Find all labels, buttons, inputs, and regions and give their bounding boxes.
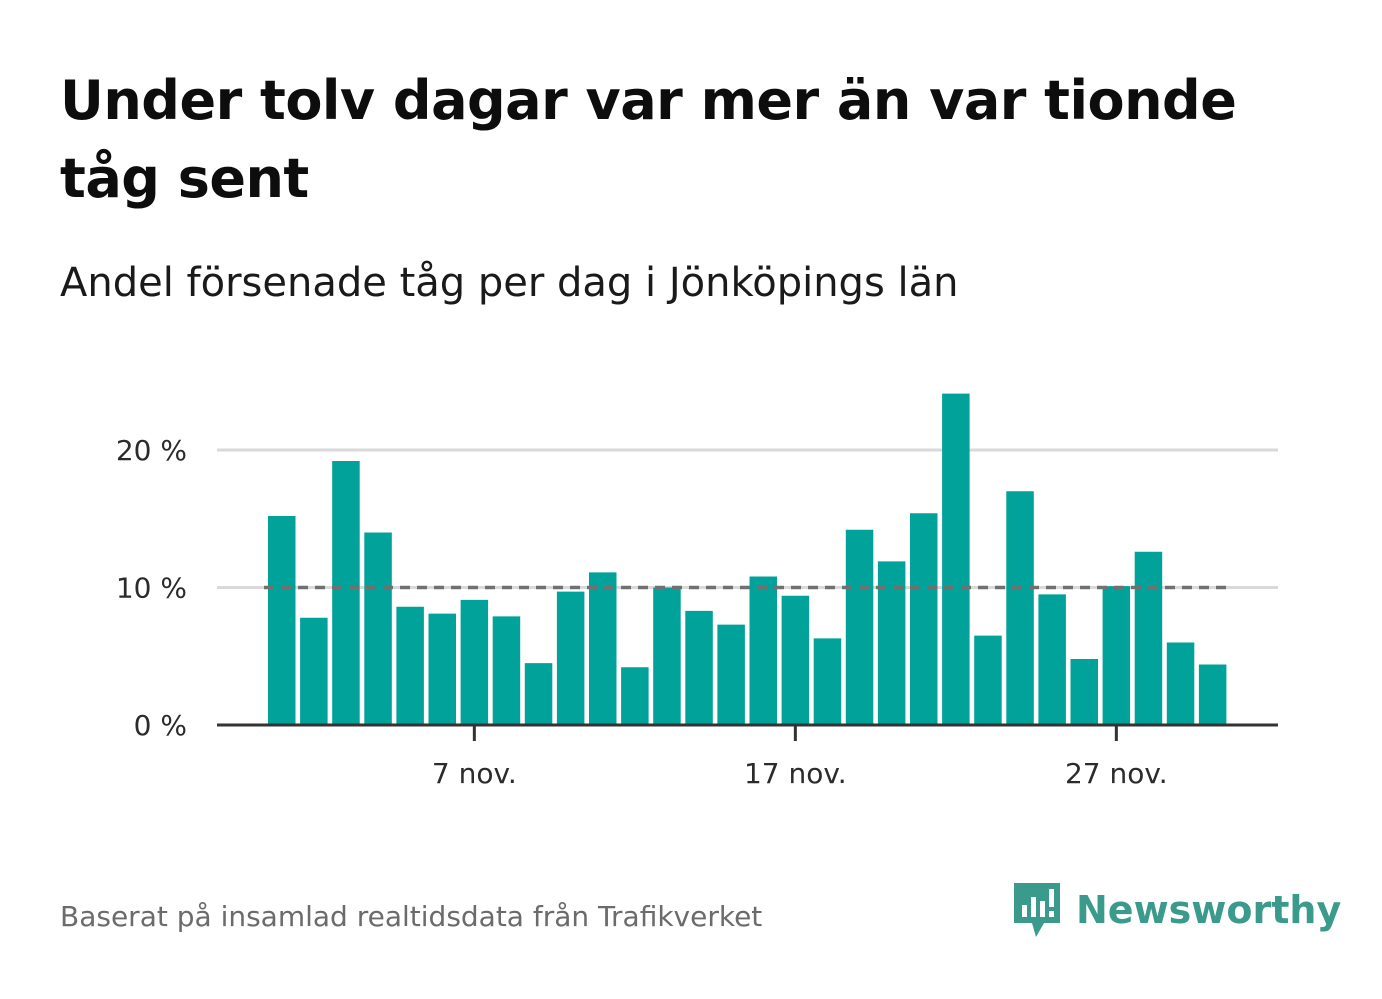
x-tick-label: 17 nov. <box>744 757 847 790</box>
bar <box>524 663 553 725</box>
bar <box>910 513 938 725</box>
bar <box>1070 659 1098 725</box>
bar <box>556 591 585 725</box>
brand-name: Newsworthy <box>1076 888 1342 932</box>
bar <box>428 613 456 725</box>
bar <box>1166 642 1195 725</box>
bar <box>685 610 713 725</box>
bar <box>781 595 810 725</box>
bar <box>460 599 489 725</box>
bar <box>653 587 681 725</box>
bar <box>974 635 1002 725</box>
x-tick-label: 27 nov. <box>1065 757 1168 790</box>
bar <box>1198 664 1227 725</box>
bar <box>300 617 328 725</box>
bar <box>492 616 521 725</box>
bar <box>845 529 874 725</box>
bar <box>589 572 617 725</box>
bars <box>268 393 1227 725</box>
newsworthy-logo-icon <box>1014 883 1060 937</box>
bar <box>332 461 360 725</box>
bar <box>749 576 777 725</box>
y-tick-label: 0 % <box>134 709 187 742</box>
chart-title: Under tolv dagar var mer än var tionde t… <box>60 69 1237 210</box>
bar <box>364 532 392 725</box>
y-tick-label: 20 % <box>116 434 187 467</box>
bar <box>942 393 970 725</box>
bar <box>396 606 424 725</box>
axes: 0 % 10 % 20 % 7 nov. 17 nov. 27 nov. <box>116 434 1278 790</box>
bar <box>1102 586 1131 725</box>
y-tick-label: 10 % <box>116 572 187 605</box>
source-note: Baserat på insamlad realtidsdata från Tr… <box>60 900 763 933</box>
bar <box>621 667 649 725</box>
x-tick-label: 7 nov. <box>432 757 517 790</box>
chart-subtitle: Andel försenade tåg per dag i Jönköpings… <box>60 260 959 306</box>
bar <box>1134 551 1163 725</box>
bar <box>268 516 296 725</box>
bar <box>813 638 842 725</box>
bar-chart: 0 % 10 % 20 % 7 nov. 17 nov. 27 nov. <box>116 393 1278 790</box>
bar <box>1038 594 1066 725</box>
bar <box>717 624 745 725</box>
newsworthy-logo[interactable]: Newsworthy <box>1010 878 1341 942</box>
bar <box>1006 491 1034 725</box>
